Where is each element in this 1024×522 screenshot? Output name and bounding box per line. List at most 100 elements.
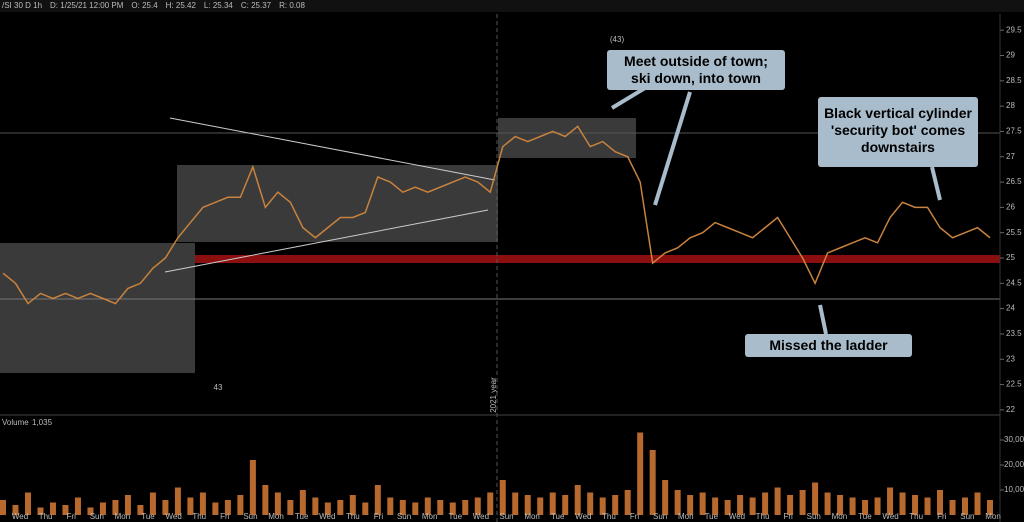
zone <box>177 165 498 242</box>
volume-bar <box>887 487 894 515</box>
x-tick-label: Tue <box>449 512 463 521</box>
volume-bar <box>449 502 456 515</box>
volume-tick-label: 10,000 <box>1004 485 1024 494</box>
volume-tick-label: 30,000 <box>1004 435 1024 444</box>
y-tick-label: 22.5 <box>1006 380 1022 389</box>
volume-bar <box>174 487 181 515</box>
x-tick-label: Wed <box>575 512 591 521</box>
y-tick-label: 26.5 <box>1006 177 1022 186</box>
volume-bar <box>637 432 644 515</box>
volume-bar <box>937 490 944 515</box>
volume-bar <box>862 500 869 515</box>
x-tick-label: Fri <box>220 512 230 521</box>
volume-bar <box>662 480 669 515</box>
volume-bar <box>99 502 106 515</box>
volume-bar <box>687 495 694 515</box>
volume-bar <box>387 497 394 515</box>
volume-bar <box>749 497 756 515</box>
volume-bar <box>124 495 131 515</box>
x-tick-label: Sun <box>807 512 821 521</box>
volume-bar <box>712 497 719 515</box>
annotation: Missed the ladder <box>745 334 912 357</box>
volume-bar <box>774 487 781 515</box>
volume-bar <box>37 507 44 515</box>
x-tick-label: Mon <box>832 512 848 521</box>
volume-bar <box>437 500 444 515</box>
y-tick-label: 28.5 <box>1006 76 1022 85</box>
x-tick-label: Wed <box>473 512 489 521</box>
x-tick-label: Thu <box>756 512 770 521</box>
x-tick-label: Mon <box>422 512 438 521</box>
volume-bar <box>324 502 331 515</box>
volume-bar <box>762 492 769 515</box>
x-tick-label: Mon <box>115 512 131 521</box>
volume-last: 1,035 <box>32 418 53 427</box>
volume-bar <box>499 480 506 515</box>
volume-bar <box>599 497 606 515</box>
volume-bar <box>412 502 419 515</box>
zone <box>498 118 636 158</box>
volume-bar <box>612 495 619 515</box>
volume-bar <box>74 497 81 515</box>
year-label: 2021 year <box>489 377 498 413</box>
trend-line <box>169 117 496 181</box>
volume-bar <box>512 492 519 515</box>
x-tick-label: Thu <box>346 512 360 521</box>
volume-bar <box>374 485 381 515</box>
volume-bar <box>262 485 269 515</box>
x-tick-label: Thu <box>602 512 616 521</box>
volume-bar <box>949 500 956 515</box>
volume-bar <box>187 497 194 515</box>
volume-bar <box>249 460 256 515</box>
volume-bar <box>212 502 219 515</box>
x-tick-label: Sun <box>90 512 104 521</box>
volume-bar <box>549 492 556 515</box>
volume-bar <box>587 492 594 515</box>
volume-bar <box>874 497 881 515</box>
volume-bar <box>562 495 569 515</box>
volume-bar <box>199 492 206 515</box>
header-text: L: 25.34 <box>204 1 233 10</box>
volume-bar <box>824 492 831 515</box>
volume-bar <box>899 492 906 515</box>
price-line <box>2 125 991 305</box>
x-tick-label: Fri <box>783 512 793 521</box>
y-tick-label: 24 <box>1006 304 1015 313</box>
volume-bar <box>312 497 319 515</box>
header-text: /SI 30 D 1h <box>2 1 42 10</box>
volume-bar <box>62 505 69 515</box>
volume-bar <box>912 495 919 515</box>
volume-bar <box>924 497 931 515</box>
volume-bar <box>974 492 981 515</box>
annotation: Meet outside of town; ski down, into tow… <box>607 50 785 90</box>
volume-bar <box>799 490 806 515</box>
y-tick-label: 27.5 <box>1006 127 1022 136</box>
volume-bar <box>987 500 993 515</box>
header-text: R: 0.08 <box>279 1 305 10</box>
y-tick-label: 27 <box>1006 152 1015 161</box>
x-tick-label: Wed <box>12 512 28 521</box>
x-tick-label: Thu <box>192 512 206 521</box>
volume-bar <box>812 482 819 515</box>
volume-bar <box>137 505 144 515</box>
x-tick-label: Tue <box>141 512 155 521</box>
x-tick-label: Fri <box>374 512 384 521</box>
volume-bar <box>537 497 544 515</box>
volume-bar <box>112 500 119 515</box>
volume-bar <box>524 495 531 515</box>
volume-bar <box>399 500 406 515</box>
y-tick-label: 29 <box>1006 51 1015 60</box>
volume-bar <box>287 500 294 515</box>
x-tick-label: Wed <box>319 512 335 521</box>
volume-bar <box>474 497 481 515</box>
volume-bar <box>574 485 581 515</box>
volume-bar <box>699 492 706 515</box>
volume-bar <box>87 507 94 515</box>
volume-bar <box>737 495 744 515</box>
volume-bar <box>787 495 794 515</box>
header-bar <box>0 0 1024 12</box>
volume-bar <box>0 500 6 515</box>
volume-bar <box>224 500 231 515</box>
